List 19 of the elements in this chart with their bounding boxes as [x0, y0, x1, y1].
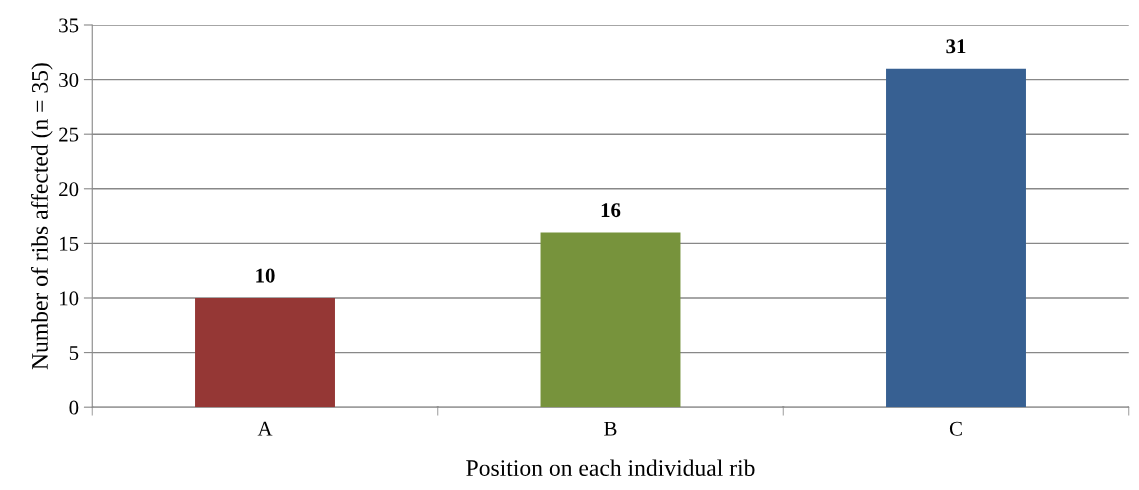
x-tick-label: A [257, 421, 273, 436]
y-axis-title: Number of ribs affected (n = 35) [31, 63, 53, 370]
x-tick-label: B [604, 421, 617, 436]
bar [195, 297, 335, 408]
y-tick-label: 5 [69, 346, 79, 361]
y-tick-label: 30 [59, 72, 79, 88]
x-tick-label: C [949, 421, 962, 436]
y-tick-label: 15 [60, 236, 79, 251]
y-tick-label: 25 [59, 127, 79, 142]
y-tick-label: 35 [59, 18, 79, 33]
bar [886, 68, 1026, 408]
y-tick-label: 0 [69, 400, 79, 415]
data-label: 10 [256, 268, 275, 283]
y-tick-label: 10 [60, 291, 79, 306]
bar [540, 232, 681, 408]
data-label: 31 [946, 39, 966, 54]
y-tick-label: 20 [59, 182, 79, 197]
data-label: 16 [601, 203, 621, 218]
x-axis-title: Position on each individual rib [466, 459, 755, 477]
